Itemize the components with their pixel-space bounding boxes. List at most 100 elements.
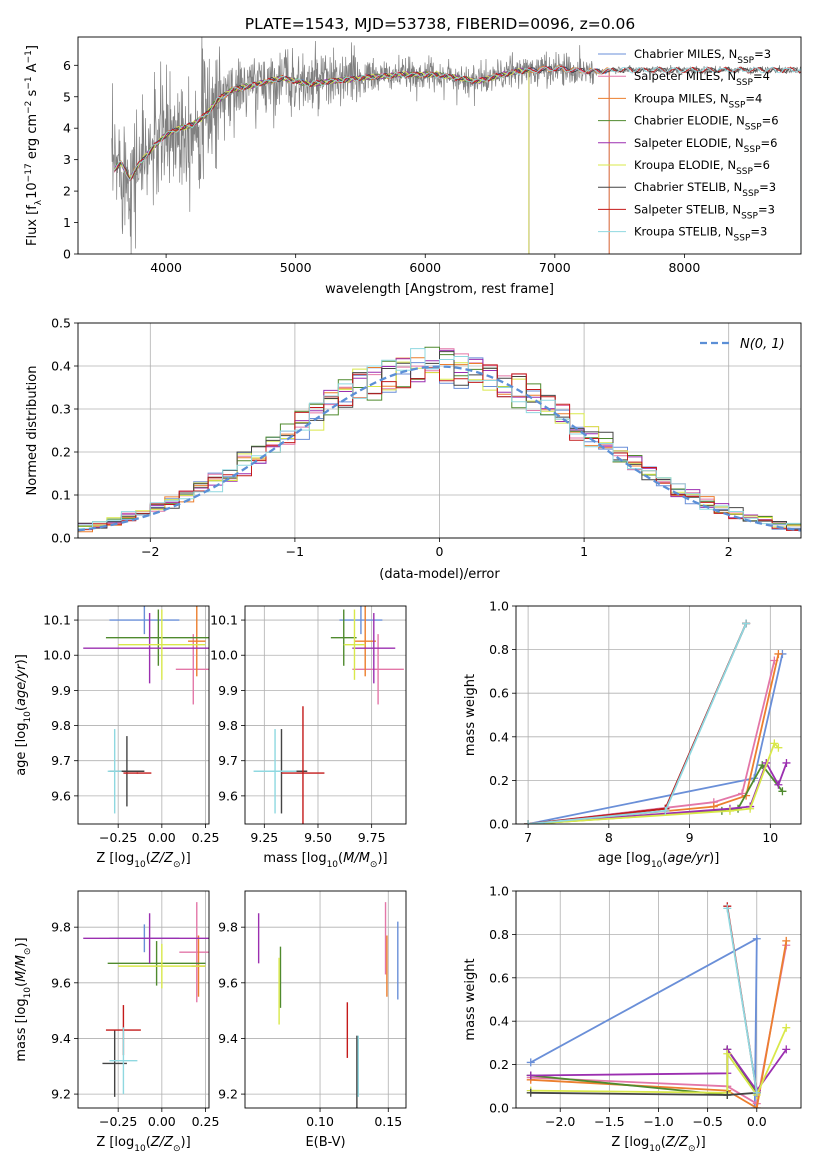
x-tick-label: 0.25 (192, 830, 220, 845)
weight-marker-salpeter-elodie (782, 1045, 791, 1054)
legend: Chabrier MILES, NSSP=3 Salpeter MILES, NS… (598, 47, 779, 244)
plot-area (78, 346, 801, 533)
histogram-kroupa-stelib (78, 348, 801, 530)
legend-label-chabrier-elodie: Chabrier ELODIE, NSSP=6 (634, 114, 779, 133)
y-tick-label: 0.2 (51, 445, 71, 460)
weight-marker-chabrier-miles (526, 1058, 535, 1067)
y-tick-label: 0.2 (489, 773, 509, 788)
y-tick-label: 0.4 (489, 1014, 509, 1029)
y-tick-label: 10.1 (43, 613, 71, 628)
y-tick-label: 4 (63, 121, 71, 136)
x-tick-label: 9 (686, 830, 694, 845)
weight-marker-salpeter-elodie (526, 1071, 535, 1080)
y-tick-label: 0.1 (51, 488, 71, 503)
y-tick-label: 0.4 (489, 729, 509, 744)
plot-area (524, 619, 791, 824)
y-tick-label: 9.7 (218, 753, 238, 768)
legend-label-kroupa-elodie: Kroupa ELODIE, NSSP=6 (634, 158, 770, 177)
age-vs-metallicity-panel: −0.25 0.00 0.25 9.6 9.7 9.8 9.9 10.0 10.1 Z [log1… (14, 605, 220, 870)
x-axis-label: wavelength [Angstrom, rest frame] (325, 282, 554, 297)
model-line-chabrier-elodie (113, 68, 530, 254)
x-tick-label: 2 (725, 544, 733, 559)
weight-marker-chabrier-miles (752, 934, 761, 943)
y-tick-label: 9.2 (218, 1087, 238, 1102)
x-tick-label: −0.25 (99, 1114, 137, 1129)
x-tick-label: −2.0 (545, 1114, 575, 1129)
y-tick-label: 0.6 (489, 970, 509, 985)
spectrum-panel: 4000 5000 6000 7000 8000 0 1 2 3 4 5 6 wavelength [A… (24, 36, 802, 297)
y-tick-label: 9.6 (51, 975, 71, 990)
errorbar-point-kroupa-miles (354, 606, 376, 677)
weight-line-kroupa-stelib (726, 908, 758, 1093)
model-line-salpeter-elodie (113, 67, 530, 254)
figure-title: PLATE=1543, MJD=53738, FIBERID=0096, z=0… (245, 15, 635, 33)
axes-frame (244, 605, 407, 825)
x-tick-label: 0.00 (148, 830, 176, 845)
weight-marker-kroupa-miles (774, 649, 783, 658)
legend-label-kroupa-stelib: Kroupa STELIB, NSSP=3 (634, 225, 767, 244)
errorbar-point-kroupa-elodie (118, 943, 206, 989)
y-tick-label: 9.2 (51, 1087, 71, 1102)
y-tick-label: 9.9 (218, 683, 238, 698)
x-tick-label: −1 (286, 544, 304, 559)
x-tick-label: 0.15 (374, 1114, 402, 1129)
plot-area (83, 902, 209, 1097)
legend-label-gaussian: N(0, 1) (740, 337, 785, 352)
errorbar-point-salpeter-miles (352, 634, 404, 705)
errorbar-point-kroupa-elodie (118, 609, 206, 680)
errorbar-point-kroupa-stelib (109, 1027, 138, 1095)
y-tick-label: 9.8 (51, 920, 71, 935)
y-axis-label: age [log10(age/yr)] (14, 654, 33, 776)
weight-marker-salpeter-elodie (774, 780, 783, 789)
y-tick-label: 10.0 (210, 648, 238, 663)
weight-marker-salpeter-elodie (782, 758, 791, 767)
x-tick-label: 9.75 (358, 830, 386, 845)
y-axis-label: Flux [fλ10−17 erg cm−2 s−1 A−1] (24, 45, 44, 246)
x-tick-label: 0.0 (747, 1114, 767, 1129)
y-axis-label: Normed distribution (25, 366, 40, 496)
y-tick-label: 9.8 (51, 718, 71, 733)
x-tick-label: 4000 (150, 260, 182, 275)
plot-area (111, 37, 801, 254)
errorbar-point-kroupa-stelib (253, 729, 297, 814)
weight-marker-chabrier-miles (750, 1104, 759, 1108)
weight-marker-kroupa-stelib (742, 619, 751, 628)
plot-area (253, 606, 404, 824)
y-tick-label: 0.0 (51, 531, 71, 546)
x-tick-label: 9.50 (304, 830, 332, 845)
x-tick-label: −0.25 (99, 830, 137, 845)
x-tick-label: −2 (141, 544, 159, 559)
x-tick-label: 5000 (280, 260, 312, 275)
x-tick-label: 7000 (539, 260, 571, 275)
y-tick-label: 9.8 (218, 718, 238, 733)
y-tick-label: 0.5 (51, 316, 71, 331)
errorbar-point-chabrier-elodie (105, 609, 209, 666)
y-tick-label: 0.3 (51, 402, 71, 417)
y-tick-label: 0.6 (489, 686, 509, 701)
age-vs-mass-panel: 9.25 9.50 9.75 9.6 9.7 9.8 9.9 10.0 10.1 mass [lo… (210, 605, 407, 870)
x-tick-label: −0.5 (692, 1114, 722, 1129)
weight-marker-chabrier-stelib (723, 1090, 732, 1099)
errorbar-point-salpeter-miles (175, 634, 209, 705)
x-axis-label: Z [log10(Z/Z⊙)] (96, 1135, 190, 1154)
y-tick-label: 9.6 (218, 788, 238, 803)
y-tick-label: 0.2 (489, 1057, 509, 1072)
y-tick-label: 1.0 (489, 599, 509, 614)
x-axis-label: (data-model)/error (379, 567, 500, 582)
axes-frame (515, 605, 802, 825)
errorbar-point-chabrier-miles (109, 606, 180, 635)
legend-label-salpeter-stelib: Salpeter STELIB, NSSP=3 (634, 202, 775, 221)
x-tick-label: 7 (524, 830, 532, 845)
errorbar-point-salpeter-elodie (83, 913, 209, 964)
y-tick-label: 9.8 (218, 920, 238, 935)
x-tick-label: 0.00 (148, 1114, 176, 1129)
x-tick-label: 8000 (668, 260, 700, 275)
weight-marker-kroupa-elodie (774, 743, 783, 752)
x-tick-label: 1 (580, 544, 588, 559)
errorbar-point-kroupa-miles (188, 606, 206, 677)
weight-marker-kroupa-stelib (661, 806, 670, 815)
x-axis-label: Z [log10(Z/Z⊙)] (96, 851, 190, 870)
weight-marker-kroupa-elodie (725, 806, 734, 815)
y-tick-label: 2 (63, 184, 71, 199)
y-tick-label: 0.0 (489, 817, 509, 832)
